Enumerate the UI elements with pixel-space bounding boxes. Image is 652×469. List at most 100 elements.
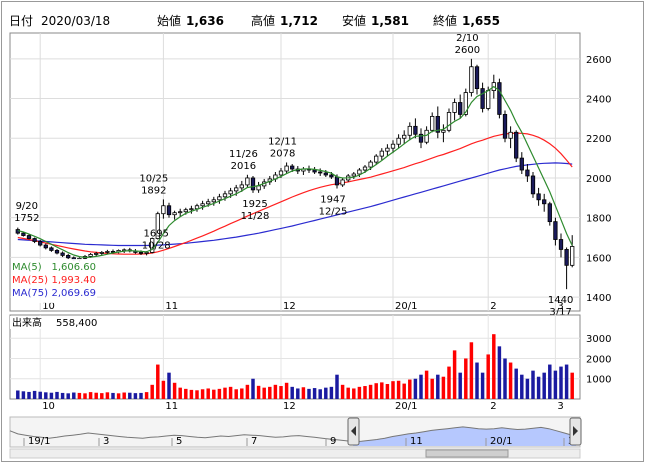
candle — [284, 165, 289, 172]
volume-tick-label: 3000 — [586, 334, 611, 345]
candle — [94, 253, 99, 255]
candle — [312, 169, 317, 173]
candle — [189, 208, 194, 211]
volume-bar — [167, 372, 171, 399]
volume-bar — [570, 372, 574, 399]
annotation-line2: 12/25 — [319, 206, 348, 217]
volume-bar — [357, 386, 362, 399]
candle — [99, 252, 104, 254]
annotation-line1: 12/11 — [268, 136, 297, 147]
volume-bar — [380, 382, 384, 399]
navigator-right-handle[interactable] — [569, 417, 582, 446]
candle — [166, 205, 172, 216]
ma5-line — [17, 85, 573, 259]
annotation-line1: 2/10 — [456, 33, 478, 44]
arrow-right-icon — [573, 426, 578, 436]
price-annotations: 9/20175210/251892169510/2811/26201619251… — [14, 33, 573, 318]
candle — [362, 166, 368, 171]
candle — [217, 196, 222, 201]
volume-tick-label: 2000 — [586, 354, 611, 365]
navigator-left-handle[interactable] — [347, 417, 360, 446]
volume-bar — [178, 387, 182, 399]
volume-bar — [133, 393, 138, 399]
volume-month-axis: 10 11 12 20/1 2 3 — [42, 401, 564, 412]
navigator-scrollbar[interactable] — [9, 448, 581, 459]
candle — [374, 155, 379, 163]
candle — [239, 184, 244, 189]
candle — [234, 187, 239, 192]
candle — [26, 235, 32, 239]
candle — [60, 252, 65, 256]
high-label: 高値 — [251, 13, 275, 28]
candle — [525, 169, 530, 177]
date-label: 日付 — [9, 14, 33, 28]
volume-bar — [217, 388, 222, 399]
volume-label-bg — [10, 316, 94, 329]
candle — [250, 177, 256, 191]
navigator-label: 11 — [410, 436, 423, 447]
volume-bar — [284, 382, 289, 399]
candle — [396, 137, 401, 145]
month-axis: 10 11 12 20/1 2 3 — [42, 301, 564, 312]
volume-bar — [189, 389, 194, 399]
volume-bar — [301, 387, 306, 399]
candle — [430, 116, 435, 131]
price-tick-label: 1400 — [586, 293, 611, 304]
candle — [508, 131, 513, 139]
candle — [290, 165, 295, 170]
volume-bar — [245, 384, 250, 399]
volume-panel — [9, 314, 581, 400]
volume-bar — [464, 358, 468, 399]
volume-bar — [447, 366, 451, 399]
annotation-line1: 1440 — [548, 295, 573, 306]
candle — [211, 199, 216, 203]
volume-bar — [32, 390, 37, 399]
volume-bar — [497, 346, 502, 399]
volume-bar — [55, 391, 59, 399]
volume-bar — [139, 392, 143, 399]
volume-bar — [419, 374, 423, 399]
navigator-scroll-thumb[interactable] — [425, 449, 509, 458]
candle — [256, 185, 261, 191]
candle — [138, 252, 144, 254]
volume-bar — [262, 387, 266, 399]
volume-bar — [548, 364, 552, 399]
candle — [564, 249, 569, 266]
volume-bar — [424, 370, 429, 399]
volume-bar — [452, 350, 457, 399]
candle — [105, 251, 110, 253]
annotation-line1: 1925 — [242, 199, 267, 210]
annotation-line1: 11/26 — [229, 149, 258, 160]
price-panel — [9, 32, 581, 312]
volume-bar — [480, 372, 485, 399]
price-tick-label: 2200 — [586, 134, 611, 145]
volume-bar — [268, 386, 272, 399]
candle — [66, 254, 71, 259]
volume-bar — [184, 388, 188, 399]
candle — [245, 177, 250, 186]
candle — [463, 92, 468, 115]
ma-legend-label: MA(75) — [12, 288, 48, 299]
month-tick-label: 12 — [283, 301, 296, 312]
volume-bar — [307, 388, 311, 399]
volume-bar — [475, 362, 479, 399]
candle — [38, 241, 43, 246]
volume-bar — [312, 388, 317, 399]
month-tick-label: 3 — [557, 301, 563, 312]
volume-bar — [116, 393, 121, 399]
close-value: 1,655 — [462, 14, 500, 28]
candle — [334, 176, 340, 186]
navigator-label: 7 — [251, 436, 257, 447]
volume-bar — [240, 388, 244, 399]
volume-bar — [503, 358, 507, 399]
price-tick-label: 2600 — [586, 55, 611, 66]
navigator-label: 9 — [330, 436, 336, 447]
price-axis: 2600 2400 2200 2000 1800 1600 1400 — [586, 55, 611, 304]
volume-title: 出来高 — [12, 316, 42, 329]
volume-bar — [172, 382, 177, 399]
volume-bar — [374, 383, 378, 399]
volume-month-tick-label: 12 — [283, 401, 296, 412]
volume-bar — [223, 387, 227, 399]
